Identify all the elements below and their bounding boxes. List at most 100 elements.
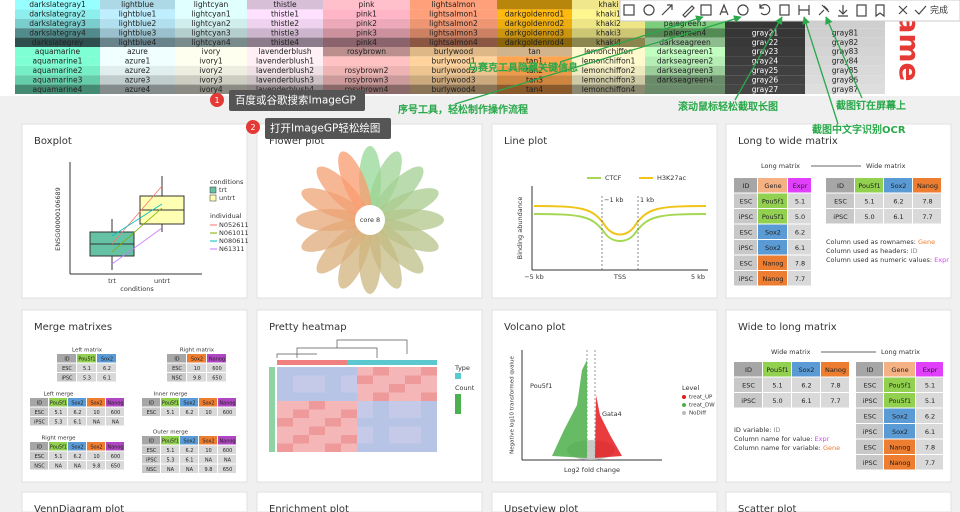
color-cell — [175, 9, 247, 19]
table-text: 650 — [111, 463, 121, 469]
table-cell — [57, 363, 76, 372]
color-name: tan — [528, 47, 541, 56]
number-tool[interactable] — [737, 4, 749, 16]
table-cell — [87, 398, 105, 407]
card: Flower plot core 8 — [256, 123, 483, 299]
download-tool[interactable] — [838, 5, 848, 17]
heat-cell — [373, 435, 389, 444]
table-text: ESC — [740, 228, 753, 236]
table-cell — [884, 209, 912, 224]
heat-cell — [357, 384, 373, 393]
color-cell — [247, 84, 323, 94]
close-button[interactable] — [898, 5, 908, 15]
table-text: 600 — [223, 448, 233, 454]
color-cell — [497, 0, 572, 10]
table-text: Expr — [923, 366, 938, 374]
toolbar: 完成 — [619, 0, 960, 22]
table-text: 600 — [111, 454, 121, 460]
long-shot-tool[interactable] — [779, 4, 790, 16]
table-cell — [884, 393, 915, 408]
color-name: azure4 — [125, 85, 151, 94]
note: Column used as rownames: Gene — [826, 238, 935, 246]
table-cell — [856, 408, 883, 423]
color-cell — [175, 0, 247, 10]
ellipse-tool[interactable] — [643, 4, 655, 16]
table-text: ESC — [35, 454, 45, 460]
heat-cell — [293, 426, 309, 435]
note-key: Gene — [823, 444, 840, 452]
ocr-tool[interactable] — [798, 5, 810, 15]
table-cell — [884, 178, 912, 193]
table-text: ID — [37, 444, 42, 450]
pin-tool[interactable] — [818, 4, 830, 16]
heat-cell — [277, 418, 293, 427]
heat-cell — [341, 409, 357, 418]
card-bg — [256, 491, 483, 512]
table-text: Sox2 — [892, 428, 908, 436]
heat-cell — [293, 375, 309, 384]
bookmark-tool[interactable] — [875, 4, 885, 18]
card-title: Volcano plot — [504, 322, 565, 333]
color-name: ivory2 — [199, 66, 223, 75]
pen-tool[interactable] — [682, 5, 695, 18]
color-cell — [323, 0, 410, 10]
table-text: 5.0 — [795, 213, 805, 221]
heat-cell — [325, 375, 341, 384]
color-cell — [410, 75, 497, 85]
table-cell — [734, 271, 757, 286]
heat-cell — [421, 426, 437, 435]
color-name: lightcyan2 — [191, 19, 231, 28]
undo-tool[interactable] — [759, 4, 771, 16]
color-cell — [323, 37, 410, 47]
color-name: ivory4 — [199, 85, 223, 94]
arrow-tool[interactable] — [661, 4, 673, 16]
note-text: Column name for value: — [734, 435, 814, 443]
row-annotation — [269, 367, 275, 452]
color-name: khaki4 — [596, 38, 621, 47]
legend-swatch — [209, 194, 217, 202]
table-cell — [68, 442, 86, 451]
text-tool[interactable] — [719, 3, 729, 16]
table-label: Right merge — [41, 436, 76, 442]
table-text: Sox2 — [90, 444, 102, 450]
heat-cell — [341, 443, 357, 452]
done-button[interactable]: 完成 — [930, 4, 948, 16]
table-cell — [142, 445, 160, 454]
color-cell — [323, 18, 410, 29]
table-cell — [207, 354, 226, 363]
table-cell — [916, 424, 943, 439]
table-cell — [792, 362, 820, 377]
color-name: darkseagreen2 — [657, 57, 714, 66]
table-cell — [161, 398, 179, 407]
card-bg — [21, 123, 248, 299]
card: VennDiagram plot — [21, 491, 248, 512]
petal — [338, 225, 372, 289]
color-name: lemonchiffon3 — [582, 75, 636, 84]
done-check[interactable] — [914, 5, 927, 15]
table-text: iPSC — [863, 397, 878, 405]
heat-cell — [389, 409, 405, 418]
arrow — [454, 15, 742, 105]
save-tool[interactable] — [856, 4, 867, 17]
table-text: ESC — [740, 259, 753, 267]
color-cell — [175, 28, 247, 38]
rect-tool[interactable] — [623, 4, 635, 16]
color-cell — [497, 56, 572, 66]
table-cell — [734, 377, 762, 392]
table-cell — [180, 407, 198, 416]
table-text: iPSC — [863, 428, 878, 436]
color-cell — [805, 37, 885, 47]
step-box — [229, 90, 365, 111]
table-cell — [167, 363, 186, 372]
table-cell — [199, 464, 217, 473]
table-text: NA — [205, 457, 213, 463]
table-text: 7.7 — [795, 275, 805, 283]
color-cell — [15, 56, 100, 66]
table-cell — [734, 255, 757, 270]
mosaic-tool[interactable] — [700, 4, 712, 16]
color-name: tan1 — [526, 57, 543, 66]
legend-label: treat_DW — [689, 403, 715, 409]
heat-cell — [309, 409, 325, 418]
